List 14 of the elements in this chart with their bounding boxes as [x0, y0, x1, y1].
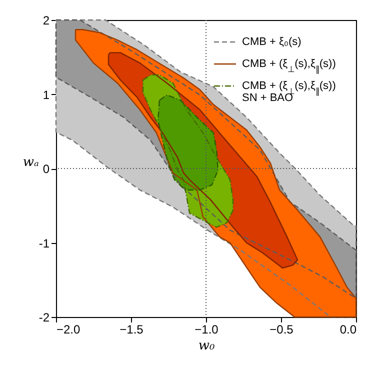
x-tick-label: −1.5: [120, 322, 144, 336]
x-tick-label: −0.5: [270, 322, 294, 336]
y-axis-title: wₐ: [22, 155, 39, 170]
y-tick-label: 0: [42, 162, 50, 176]
x-axis-title: w₀: [198, 338, 216, 354]
y-tick-label: -1: [38, 236, 50, 250]
x-tick-label: 0.0: [340, 322, 357, 336]
legend-label: CMB + (ξ$_{⊥}$(s),ξ$_{∥}$(s)): [242, 58, 336, 74]
x-tick-label: −2.0: [56, 322, 81, 336]
y-tick-label: 1: [42, 88, 50, 102]
x-tick-label: −1.0: [194, 322, 219, 336]
y-tick-label: -2: [38, 310, 50, 324]
y-tick-label: 2: [42, 14, 50, 28]
legend-label: CMB + ξ₀(s): [242, 36, 302, 48]
